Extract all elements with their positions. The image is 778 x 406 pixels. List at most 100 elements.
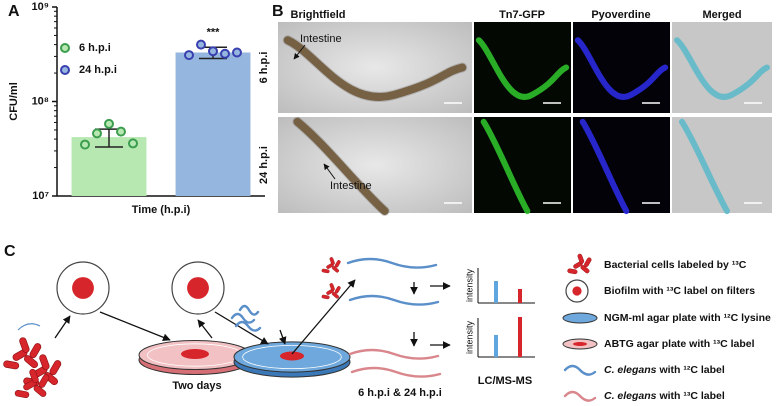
column-header: Brightfield <box>291 9 346 21</box>
annotation-arrow <box>323 163 336 180</box>
data-point <box>196 39 206 50</box>
step-label: LC/MS-MS <box>478 375 532 387</box>
data-point <box>116 126 126 137</box>
bacterium <box>580 265 590 274</box>
legend-text: Biofilm with ¹³C label on filters <box>604 285 755 297</box>
bacterium <box>334 286 341 294</box>
arrow <box>214 311 269 345</box>
bacterium <box>584 257 592 267</box>
worm <box>574 37 669 100</box>
bacterium <box>39 354 50 370</box>
worm <box>283 36 467 101</box>
c-elegans <box>348 294 440 306</box>
biofilm <box>572 286 582 296</box>
bacterium <box>329 257 335 265</box>
graph-bar <box>518 289 522 303</box>
annotation: Intestine <box>330 180 372 192</box>
legend-text-part: NGM-ml agar plate with ¹²C lysine <box>604 312 771 324</box>
graph-bar <box>494 335 498 357</box>
bacterium <box>331 266 340 273</box>
worm-outline <box>282 35 468 102</box>
bacterium <box>33 385 47 397</box>
annotation: Intestine <box>300 33 342 45</box>
panel-label: C <box>4 243 16 260</box>
bacterium <box>38 374 50 388</box>
bacterium <box>49 360 62 376</box>
data-point <box>92 128 102 139</box>
bacterium <box>3 360 20 370</box>
legend-text: ABTG agar plate with ¹³C label <box>604 338 755 350</box>
bacteria <box>567 253 592 275</box>
data-point <box>232 47 242 58</box>
bacterium <box>567 268 578 275</box>
row-label: 6 h.p.i <box>258 52 270 84</box>
legend-text: C. elegans with ¹²C label <box>604 364 725 376</box>
graph-axis-label: intensity <box>464 320 474 354</box>
bacterium <box>23 355 39 369</box>
legend-text-part: Biofilm with ¹³C label on filters <box>604 285 755 297</box>
annotation-arrow <box>293 44 306 60</box>
arrow <box>54 315 71 339</box>
bacterium <box>329 283 335 291</box>
biofilm-on-plate <box>280 351 304 361</box>
arrow <box>278 329 287 345</box>
legend-marker <box>60 65 70 75</box>
bar <box>175 52 251 197</box>
step-label: Two days <box>172 380 221 392</box>
y-tick-label: 10⁹ <box>32 1 49 13</box>
legend-italic: C. elegans <box>604 364 657 376</box>
panel-label: A <box>8 3 20 20</box>
y-tick-label: 10⁸ <box>32 95 49 107</box>
graph-bar <box>518 317 522 357</box>
bacteria <box>14 368 50 398</box>
arrow <box>291 279 356 355</box>
significance: *** <box>207 27 221 39</box>
c-elegans <box>348 348 440 360</box>
arrow <box>197 319 213 339</box>
column-header: Tn7-GFP <box>499 9 545 21</box>
biofilm-icon <box>573 342 587 346</box>
bacterium <box>29 368 39 384</box>
worm-outline <box>292 116 390 217</box>
legend-text: Bacterial cells labeled by ¹³C <box>604 259 747 271</box>
bacteria <box>321 283 341 300</box>
bacterium <box>14 390 30 398</box>
legend-italic: C. elegans <box>604 390 657 402</box>
legend-text-part: with ¹³C label <box>657 390 725 402</box>
c-elegans <box>234 320 262 332</box>
bacterium <box>334 260 341 268</box>
bacterium <box>19 337 30 353</box>
arrow <box>99 311 171 342</box>
c-elegans <box>350 366 442 378</box>
legend-label: 24 h.p.i <box>79 64 117 76</box>
bacteria <box>3 337 42 370</box>
legend-text: C. elegans with ¹³C label <box>604 390 725 402</box>
plate-icon <box>562 312 598 324</box>
legend-text-part: with ¹²C label <box>657 364 725 376</box>
c-elegans <box>17 323 41 331</box>
y-tick-label: 10⁷ <box>32 190 49 202</box>
plate-rim <box>242 344 342 369</box>
worm <box>293 117 389 216</box>
legend-label: 6 h.p.i <box>79 42 111 54</box>
bacterium <box>321 294 330 300</box>
graph-bar <box>494 281 498 303</box>
worm <box>679 118 730 215</box>
worm <box>475 37 570 100</box>
graph-axis-label: intensity <box>464 268 474 302</box>
legend-text-part: ABTG agar plate with ¹³C label <box>604 338 755 350</box>
panel-label: B <box>272 3 284 20</box>
worm <box>674 37 770 100</box>
legend-text: NGM-ml agar plate with ¹²C lysine <box>604 312 771 324</box>
step-label: 6 h.p.i & 24 h.p.i <box>358 387 442 399</box>
data-point <box>128 138 138 149</box>
bacteria <box>321 257 341 274</box>
worm <box>480 118 531 215</box>
data-point <box>220 48 230 59</box>
data-point <box>208 46 218 57</box>
row-label: 24 h.p.i <box>258 146 270 184</box>
biofilm <box>72 277 94 299</box>
bacterium <box>331 292 340 299</box>
bacterium <box>29 343 42 359</box>
